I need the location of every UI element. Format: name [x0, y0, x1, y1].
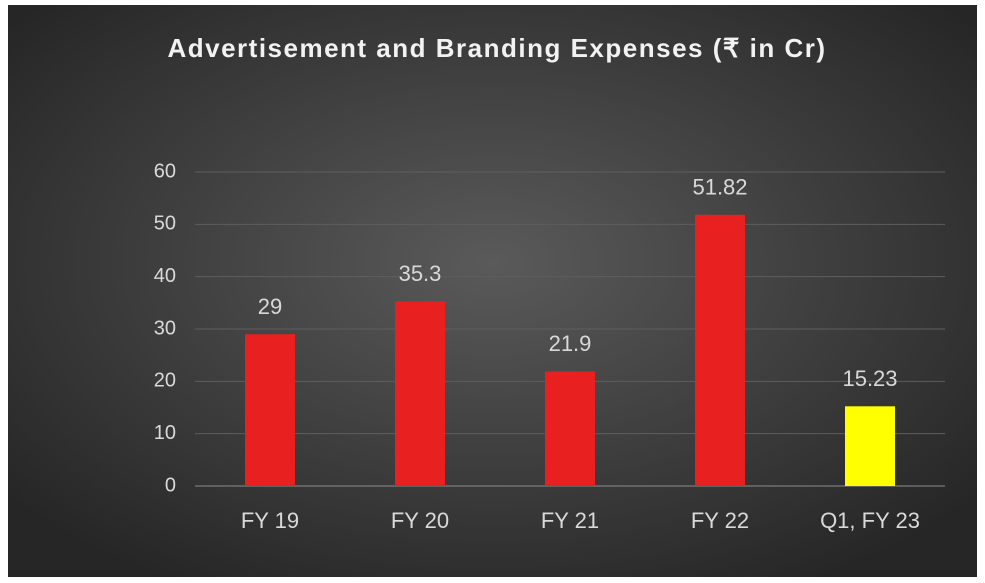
y-tick-label: 20	[154, 370, 176, 392]
chart-title: Advertisement and Branding Expenses (₹ i…	[167, 33, 827, 63]
y-tick-label: 30	[154, 317, 176, 339]
bar	[545, 371, 595, 486]
bar	[845, 406, 895, 486]
data-label: 29	[258, 294, 282, 319]
x-tick-label: FY 21	[541, 508, 599, 533]
y-tick-label: 10	[154, 422, 176, 444]
x-tick-label: FY 19	[241, 508, 299, 533]
bar	[695, 214, 745, 487]
chart-background	[8, 5, 977, 577]
bar	[395, 301, 445, 486]
y-tick-label: 60	[154, 160, 176, 182]
y-tick-label: 50	[154, 213, 176, 235]
data-label: 15.23	[842, 366, 897, 391]
data-label: 35.3	[399, 261, 442, 286]
data-label: 51.82	[692, 175, 747, 200]
y-tick-label: 0	[165, 474, 176, 496]
data-label: 21.9	[549, 331, 592, 356]
x-tick-label: FY 22	[691, 508, 749, 533]
y-tick-label: 40	[154, 265, 176, 287]
bar	[245, 334, 295, 486]
x-tick-label: Q1, FY 23	[820, 508, 920, 533]
x-tick-label: FY 20	[391, 508, 449, 533]
